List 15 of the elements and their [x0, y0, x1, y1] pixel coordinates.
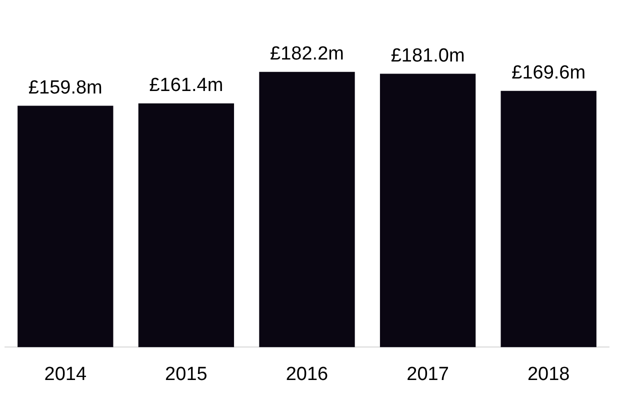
- x-tick-label: 2017: [406, 364, 449, 385]
- data-label: £159.8m: [28, 77, 102, 98]
- data-label: £161.4m: [149, 75, 224, 96]
- x-tick-label: 2018: [527, 364, 570, 385]
- x-tick-label: 2015: [165, 364, 208, 385]
- bar: [500, 90, 596, 348]
- data-label: £182.2m: [270, 44, 344, 65]
- x-tick-label: 2016: [286, 364, 328, 385]
- data-label: £169.6m: [512, 62, 586, 84]
- x-tick-label: 2014: [44, 364, 87, 385]
- bar: [259, 72, 355, 348]
- bar: [380, 74, 476, 348]
- bar: [138, 103, 234, 348]
- bar: [18, 106, 114, 348]
- data-label: £181.0m: [390, 45, 465, 66]
